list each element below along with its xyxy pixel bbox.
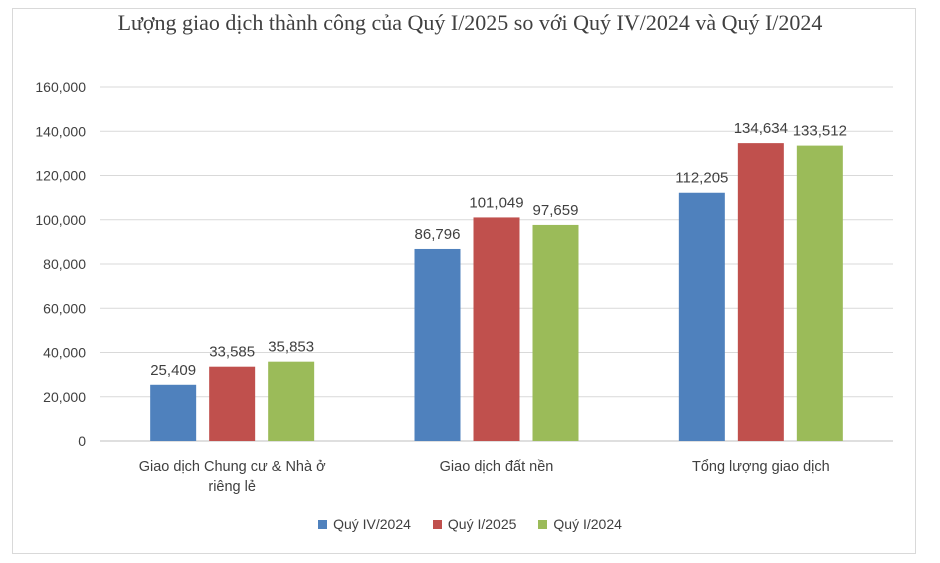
bar [268,361,315,441]
bar [678,192,725,441]
legend-swatch [432,519,442,529]
chart-title: Lượng giao dịch thành công của Quý I/202… [117,10,823,35]
y-tick-label: 160,000 [35,79,86,95]
y-tick-label: 120,000 [35,168,86,184]
legend-label: Quý IV/2024 [333,516,411,532]
y-tick-label: 0 [78,433,86,449]
category-label: Giao dịch đất nền [440,459,554,475]
bar [532,224,579,441]
y-tick-label: 40,000 [43,345,86,361]
data-label: 133,512 [793,123,847,140]
data-label: 97,659 [533,202,579,219]
bar [473,217,520,441]
legend-swatch [538,519,548,529]
bar [150,384,197,441]
category-label: Tổng lượng giao dịch [692,459,830,475]
data-label: 33,585 [209,344,255,361]
data-label: 35,853 [268,339,314,356]
legend-label: Quý I/2024 [553,516,622,532]
legend-item: Quý I/2024 [538,516,622,532]
data-label: 86,796 [415,226,461,243]
y-tick-label: 140,000 [35,123,86,139]
legend: Quý IV/2024 Quý I/2025 Quý I/2024 [0,516,940,532]
category-label: riêng lẻ [208,479,256,495]
legend-swatch [318,519,328,529]
legend-item: Quý IV/2024 [318,516,411,532]
bar [209,366,256,441]
bar [796,145,843,441]
data-label: 134,634 [734,120,788,137]
bar [737,143,784,442]
y-tick-label: 80,000 [43,256,86,272]
y-tick-label: 20,000 [43,389,86,405]
legend-label: Quý I/2025 [447,516,517,532]
data-label: 112,205 [675,170,728,187]
category-label: Giao dịch Chung cư & Nhà ở [139,459,326,475]
data-label: 101,049 [469,194,523,211]
data-label: 25,409 [150,362,196,379]
bar [414,248,461,441]
y-tick-label: 100,000 [35,212,86,228]
legend-item: Quý I/2025 [432,516,517,532]
y-tick-label: 60,000 [43,300,86,316]
